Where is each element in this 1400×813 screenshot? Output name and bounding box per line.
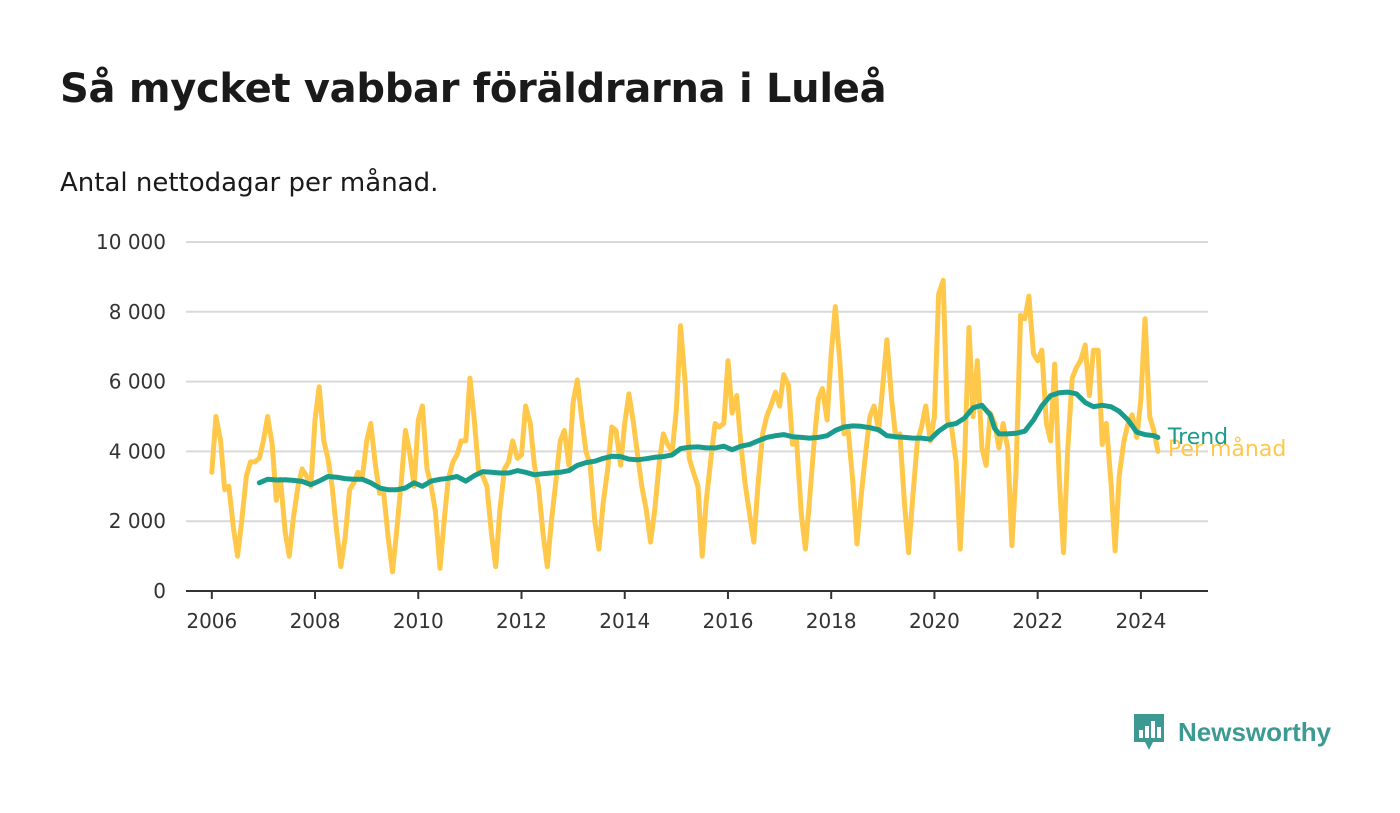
x-tick-label: 2020 <box>909 609 960 633</box>
x-tick-label: 2018 <box>806 609 857 633</box>
series-layer <box>209 277 1161 575</box>
x-tick-label: 2012 <box>496 609 547 633</box>
y-tick-label: 10 000 <box>96 230 166 254</box>
y-tick-label: 0 <box>153 579 166 603</box>
y-axis-tick-labels: 0 2 000 4 000 6 000 8 000 10 000 <box>96 230 166 603</box>
x-tick-label: 2010 <box>393 609 444 633</box>
chart-subtitle: Antal nettodagar per månad. <box>60 168 439 198</box>
chart-title: Så mycket vabbar föräldrarna i Luleå <box>60 66 887 112</box>
brand-logo: Newsworthy <box>1132 712 1331 752</box>
series-label-per-manad: Per månad <box>1168 436 1286 462</box>
x-tick-label: 2008 <box>290 609 341 633</box>
x-axis-tick-labels: 2006 2008 2010 2012 2014 2016 2018 2020 2022 2024 <box>186 591 1166 633</box>
y-tick-label: 4 000 <box>109 439 166 463</box>
x-tick-label: 2024 <box>1115 609 1166 633</box>
newsworthy-logo-icon <box>1134 714 1164 750</box>
series-line-trend <box>256 389 1161 493</box>
series-label-trend: Trend <box>1167 425 1228 450</box>
x-tick-label: 2016 <box>703 609 754 633</box>
brand-name: Newsworthy <box>1178 716 1332 747</box>
y-tick-label: 6 000 <box>109 370 166 394</box>
y-tick-label: 8 000 <box>109 300 166 324</box>
x-tick-label: 2014 <box>599 609 650 633</box>
x-tick-label: 2006 <box>186 609 237 633</box>
y-tick-label: 2 000 <box>109 509 166 533</box>
series-line-per-manad <box>209 277 1161 575</box>
x-tick-label: 2022 <box>1012 609 1063 633</box>
